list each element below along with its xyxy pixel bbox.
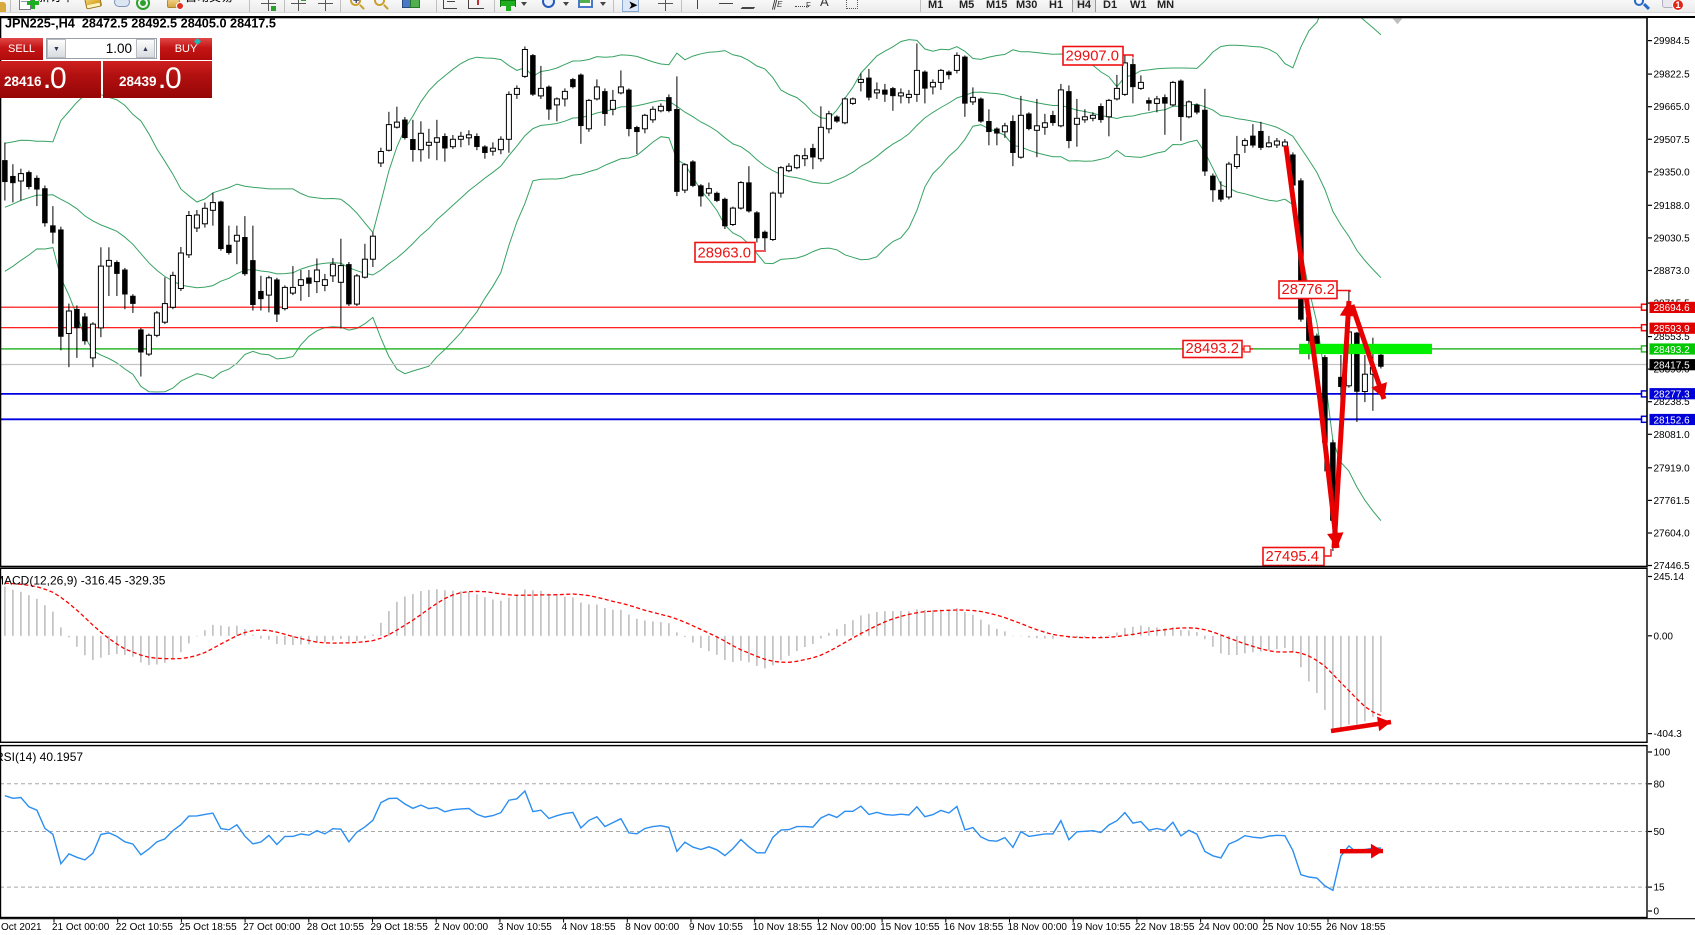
- svg-text:29350.0: 29350.0: [1654, 167, 1691, 178]
- svg-text:3 Nov 10:55: 3 Nov 10:55: [498, 922, 552, 933]
- svg-text:9 Nov 10:55: 9 Nov 10:55: [689, 922, 743, 933]
- svg-text:28493.2: 28493.2: [1186, 341, 1240, 357]
- svg-text:27 Oct 00:00: 27 Oct 00:00: [243, 922, 301, 933]
- svg-text:26 Nov 18:55: 26 Nov 18:55: [1326, 922, 1386, 933]
- svg-text:27495.4: 27495.4: [1266, 549, 1320, 565]
- svg-text:27761.5: 27761.5: [1654, 496, 1691, 507]
- svg-text:28593.9: 28593.9: [1654, 324, 1691, 335]
- svg-text:MACD(12,26,9) -316.45 -329.35: MACD(12,26,9) -316.45 -329.35: [0, 574, 166, 588]
- svg-text:18 Nov 00:00: 18 Nov 00:00: [1008, 922, 1068, 933]
- svg-text:28238.5: 28238.5: [1654, 397, 1691, 408]
- svg-text:15: 15: [1654, 883, 1666, 894]
- svg-text:4 Nov 18:55: 4 Nov 18:55: [562, 922, 616, 933]
- svg-text:25 Oct 18:55: 25 Oct 18:55: [179, 922, 237, 933]
- svg-text:24 Nov 00:00: 24 Nov 00:00: [1199, 922, 1259, 933]
- svg-text:25 Nov 10:55: 25 Nov 10:55: [1262, 922, 1322, 933]
- svg-text:JPN225-,H4 28472.5 28492.5 28: JPN225-,H4 28472.5 28492.5 28405.0 28417…: [5, 17, 276, 31]
- svg-text:245.14: 245.14: [1654, 572, 1685, 583]
- svg-text:22 Nov 18:55: 22 Nov 18:55: [1135, 922, 1195, 933]
- svg-text:28081.0: 28081.0: [1654, 430, 1691, 441]
- svg-text:19 Nov 10:55: 19 Nov 10:55: [1071, 922, 1131, 933]
- svg-text:28417.5: 28417.5: [1654, 361, 1691, 372]
- svg-text:28776.2: 28776.2: [1282, 282, 1336, 298]
- svg-text:29 Oct 18:55: 29 Oct 18:55: [371, 922, 429, 933]
- svg-text:28277.3: 28277.3: [1654, 390, 1691, 401]
- svg-text:15 Nov 10:55: 15 Nov 10:55: [880, 922, 940, 933]
- svg-text:29822.5: 29822.5: [1654, 70, 1691, 81]
- svg-text:0: 0: [1654, 907, 1660, 918]
- svg-text:RSI(14) 40.1957: RSI(14) 40.1957: [0, 750, 83, 764]
- svg-text:27446.5: 27446.5: [1654, 561, 1691, 572]
- svg-text:22 Oct 10:55: 22 Oct 10:55: [116, 922, 174, 933]
- svg-text:29984.5: 29984.5: [1654, 36, 1691, 47]
- svg-text:28493.2: 28493.2: [1654, 345, 1691, 356]
- svg-text:21 Oct 00:00: 21 Oct 00:00: [52, 922, 110, 933]
- svg-text:28 Oct 10:55: 28 Oct 10:55: [307, 922, 365, 933]
- svg-text:10 Nov 18:55: 10 Nov 18:55: [753, 922, 813, 933]
- svg-text:28152.6: 28152.6: [1654, 415, 1691, 426]
- svg-text:29507.5: 29507.5: [1654, 135, 1691, 146]
- svg-text:27604.0: 27604.0: [1654, 529, 1691, 540]
- svg-text:12 Nov 00:00: 12 Nov 00:00: [816, 922, 876, 933]
- svg-text:50: 50: [1654, 827, 1666, 838]
- svg-text:Oct 2021: Oct 2021: [1, 922, 42, 933]
- svg-text:16 Nov 18:55: 16 Nov 18:55: [944, 922, 1004, 933]
- svg-text:28553.5: 28553.5: [1654, 332, 1691, 343]
- svg-text:27919.0: 27919.0: [1654, 463, 1691, 474]
- svg-text:-404.3: -404.3: [1654, 729, 1683, 740]
- svg-text:28873.0: 28873.0: [1654, 266, 1691, 277]
- svg-text:28694.6: 28694.6: [1654, 303, 1691, 314]
- svg-text:29188.0: 29188.0: [1654, 201, 1691, 212]
- svg-text:0.00: 0.00: [1654, 631, 1674, 642]
- svg-text:29030.5: 29030.5: [1654, 233, 1691, 244]
- svg-text:29907.0: 29907.0: [1066, 49, 1120, 65]
- svg-text:28963.0: 28963.0: [698, 246, 752, 262]
- svg-text:100: 100: [1654, 748, 1671, 759]
- svg-text:29665.0: 29665.0: [1654, 102, 1691, 113]
- svg-text:2 Nov 00:00: 2 Nov 00:00: [434, 922, 488, 933]
- svg-text:80: 80: [1654, 779, 1666, 790]
- svg-text:8 Nov 00:00: 8 Nov 00:00: [625, 922, 679, 933]
